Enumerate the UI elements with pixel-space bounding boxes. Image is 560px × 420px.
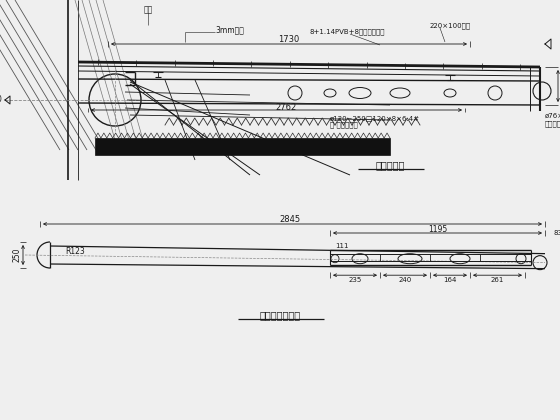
Text: 111: 111 [335, 243, 348, 249]
Text: 2845: 2845 [279, 215, 301, 225]
Text: 1730: 1730 [278, 36, 300, 45]
Text: 槽 钢轻钢龙骨: 槽 钢轻钢龙骨 [330, 122, 358, 128]
Text: 3mm垫板: 3mm垫板 [215, 26, 244, 34]
Text: R123: R123 [65, 247, 85, 255]
Text: 164: 164 [444, 277, 457, 283]
Text: 工字钢尺寸详图: 工字钢尺寸详图 [259, 310, 301, 320]
Text: 240: 240 [398, 277, 412, 283]
Text: 雨篷剖面图: 雨篷剖面图 [375, 160, 405, 170]
Text: 3.900: 3.900 [0, 95, 2, 105]
Text: 83: 83 [553, 230, 560, 236]
Bar [95, 138, 390, 155]
Text: 8+1.14PVB+8钢化夹胶玻璃: 8+1.14PVB+8钢化夹胶玻璃 [310, 29, 385, 35]
Text: 正面焊接: 正面焊接 [545, 121, 560, 127]
Text: 220×100钢管: 220×100钢管 [430, 23, 471, 29]
Text: 拉锁: 拉锁 [143, 5, 153, 15]
Text: 261: 261 [491, 277, 504, 283]
Text: 235: 235 [348, 277, 362, 283]
Text: 250: 250 [12, 248, 21, 262]
Text: 2762: 2762 [276, 102, 297, 111]
Text: ø76×4mm管: ø76×4mm管 [545, 113, 560, 119]
Text: 1195: 1195 [428, 226, 447, 234]
Text: ø120~250□120×8×6.4#: ø120~250□120×8×6.4# [330, 115, 420, 121]
